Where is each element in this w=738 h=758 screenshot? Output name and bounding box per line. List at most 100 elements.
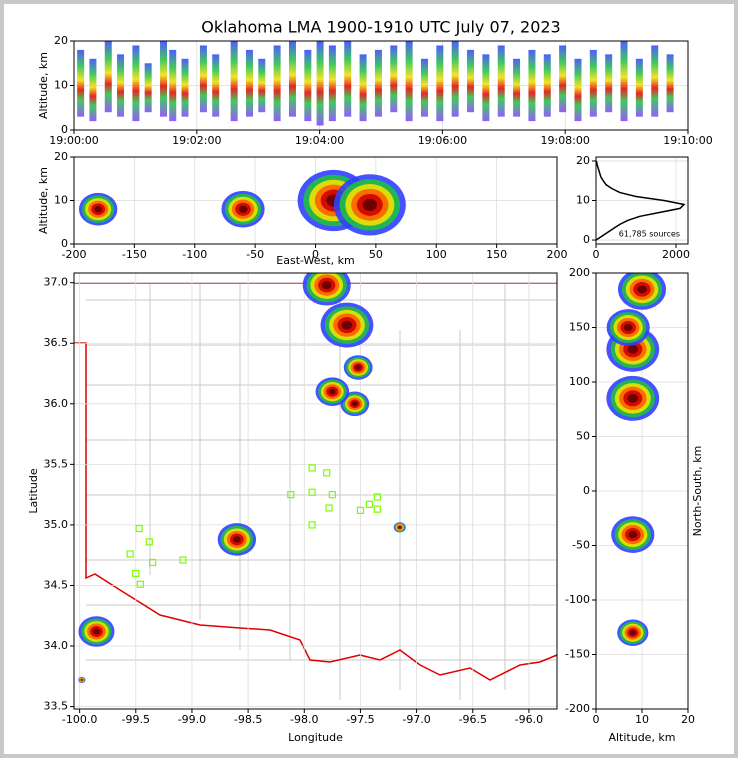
- source-strip: [605, 54, 613, 113]
- figure: Oklahoma LMA 1900-1910 UTC July 07, 2023…: [27, 18, 713, 745]
- density-ring: [328, 388, 336, 395]
- panel: -100.0 -99.5 -99.0 -98.5 -98.0 -97.5 -97.0 -96.…: [27, 272, 558, 744]
- x-tick-label: 2000: [662, 248, 690, 261]
- source-density: [302, 273, 351, 306]
- source-density: [343, 355, 373, 380]
- y-tick-label: 0: [583, 233, 590, 246]
- y-tick-label: 35.0: [44, 518, 69, 531]
- x-tick-label: 19:10:00: [663, 134, 712, 147]
- plot-frame: [73, 156, 558, 245]
- source-strip: [620, 41, 628, 122]
- source-strip: [169, 49, 177, 122]
- station: [132, 569, 140, 577]
- density-ring: [92, 628, 101, 635]
- x-tick-label: 19:02:00: [172, 134, 221, 147]
- station: [179, 556, 187, 564]
- station: [373, 505, 381, 513]
- source-strip: [405, 41, 413, 122]
- x-tick-label: 10: [635, 713, 649, 726]
- y-tick-label: -150: [565, 648, 590, 661]
- panel: 19:00:00 19:02:00 19:04:00 19:06:00 19:08:00…: [37, 34, 713, 147]
- station: [365, 500, 374, 508]
- x-tick-label: 20: [681, 713, 695, 726]
- source-strip: [497, 45, 505, 117]
- source-strip: [344, 41, 352, 117]
- y-tick-label: 0: [583, 484, 590, 497]
- source-density: [333, 174, 406, 236]
- source-density: [217, 523, 257, 556]
- source-strip: [420, 58, 428, 117]
- source-strip: [635, 58, 643, 117]
- x-tick-label: -150: [122, 248, 147, 261]
- panel: -200 -150 -100 -50 0 50 100 150 200 0 10 20 East-Wes…: [37, 150, 568, 267]
- density-ring: [637, 285, 647, 294]
- x-tick-label: 100: [426, 248, 447, 261]
- source-strip: [273, 45, 281, 122]
- y-tick-label: -50: [572, 539, 590, 552]
- x-tick-label: -96.0: [515, 713, 543, 726]
- station: [356, 506, 365, 514]
- station: [323, 469, 331, 477]
- y-tick-label: 36.5: [44, 336, 69, 349]
- y-tick-label: -200: [565, 702, 590, 715]
- density-ring: [81, 679, 83, 681]
- y-axis-label: North-South, km: [691, 446, 704, 537]
- station: [308, 521, 316, 529]
- x-tick-label: -99.5: [122, 713, 150, 726]
- y-tick-label: 200: [569, 266, 590, 279]
- x-tick-label: 0: [593, 713, 600, 726]
- source-strip: [144, 63, 152, 113]
- source-strip: [359, 54, 367, 122]
- y-tick-label: 20: [54, 150, 68, 163]
- source-strip: [117, 54, 125, 117]
- source-density: [606, 309, 650, 346]
- y-axis-label: Altitude, km: [37, 52, 50, 119]
- source-density: [393, 522, 406, 533]
- source-strip: [258, 58, 266, 113]
- density-ring: [628, 530, 638, 539]
- y-tick-label: 0: [61, 123, 68, 136]
- station: [373, 493, 381, 501]
- annotation: 61,785 sources: [619, 230, 680, 239]
- y-tick-label: 10: [576, 194, 590, 207]
- source-strip: [132, 45, 140, 122]
- x-tick-label: -96.5: [459, 713, 487, 726]
- x-axis-label: Altitude, km: [608, 731, 675, 744]
- source-strip: [181, 58, 189, 117]
- source-strip: [467, 49, 475, 113]
- source-density: [78, 676, 86, 683]
- source-strip: [651, 45, 659, 117]
- x-tick-label: 150: [486, 248, 507, 261]
- marks: [78, 169, 406, 236]
- station: [325, 504, 333, 512]
- source-strip: [89, 58, 97, 122]
- density-ring: [355, 365, 362, 370]
- y-tick-label: 34.5: [44, 578, 69, 591]
- source-strip: [451, 41, 459, 117]
- source-strip: [528, 49, 536, 122]
- source-strip: [160, 41, 168, 117]
- station: [136, 580, 144, 588]
- histogram-line: [596, 160, 686, 241]
- x-tick-label: -50: [246, 248, 264, 261]
- y-tick-label: 20: [576, 154, 590, 167]
- source-strip: [574, 58, 582, 122]
- x-tick-label: 19:00:00: [49, 134, 98, 147]
- source-strip: [328, 45, 336, 122]
- source-strip: [77, 49, 85, 117]
- x-tick-label: -98.0: [290, 713, 318, 726]
- x-tick-label: -97.5: [346, 713, 374, 726]
- station: [308, 488, 316, 496]
- x-tick-label: -200: [62, 248, 87, 261]
- plot-frame: [73, 40, 689, 131]
- density-ring: [398, 526, 401, 529]
- density-ring: [341, 320, 353, 330]
- marks: [596, 160, 686, 241]
- x-tick-label: -100: [182, 248, 207, 261]
- x-tick-label: 50: [369, 248, 383, 261]
- density-ring: [321, 281, 332, 290]
- x-axis-label: East-West, km: [276, 254, 354, 267]
- y-tick-label: -100: [565, 593, 590, 606]
- source-strip: [304, 49, 312, 122]
- density-ring: [629, 630, 636, 636]
